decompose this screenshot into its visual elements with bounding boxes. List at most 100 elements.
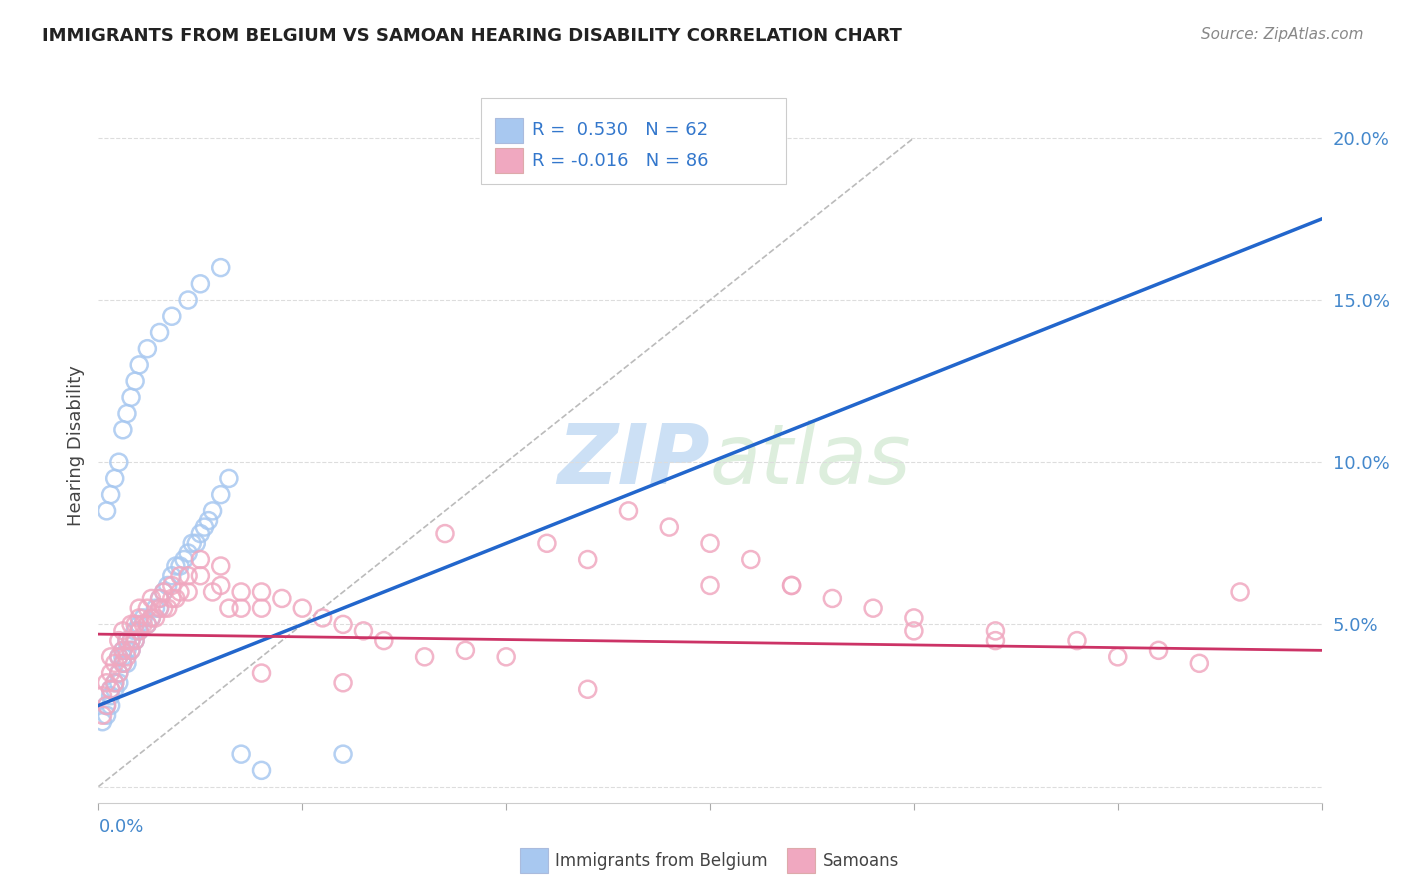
Point <box>209 260 232 275</box>
Point <box>96 698 118 713</box>
Point <box>100 682 122 697</box>
Point <box>108 633 131 648</box>
Point <box>108 666 131 681</box>
Point <box>188 568 212 582</box>
Text: R =  0.530   N = 62: R = 0.530 N = 62 <box>531 121 707 139</box>
Point <box>250 585 273 599</box>
Point <box>91 689 114 703</box>
Y-axis label: Hearing Disability: Hearing Disability <box>66 366 84 526</box>
Point <box>120 643 142 657</box>
Point <box>160 578 183 592</box>
Point <box>169 559 191 574</box>
Point <box>128 611 150 625</box>
Point <box>96 504 118 518</box>
Point <box>197 514 219 528</box>
Point <box>780 578 803 592</box>
Point <box>209 559 232 574</box>
Point <box>740 552 762 566</box>
Point <box>169 568 191 582</box>
Point <box>108 675 131 690</box>
Point <box>149 601 172 615</box>
Point <box>124 624 146 638</box>
Point <box>250 666 273 681</box>
Point <box>96 698 118 713</box>
Point <box>984 633 1007 648</box>
Point <box>201 504 224 518</box>
Point <box>218 601 240 615</box>
Point <box>152 585 174 599</box>
Point <box>96 708 118 723</box>
Point <box>128 358 150 372</box>
Point <box>136 601 159 615</box>
Point <box>132 611 155 625</box>
Point <box>100 689 122 703</box>
Point <box>780 578 803 592</box>
Point <box>1147 643 1170 657</box>
Point <box>903 624 925 638</box>
Point <box>291 601 314 615</box>
Point <box>165 591 187 606</box>
Point <box>188 552 212 566</box>
Point <box>149 591 172 606</box>
Point <box>821 591 844 606</box>
Point <box>156 601 179 615</box>
Point <box>188 526 212 541</box>
Point <box>111 649 134 664</box>
Point <box>141 611 163 625</box>
Point <box>149 326 172 340</box>
Text: ZIP: ZIP <box>557 420 710 500</box>
Point <box>332 747 354 761</box>
Point <box>100 488 122 502</box>
Text: Source: ZipAtlas.com: Source: ZipAtlas.com <box>1201 27 1364 42</box>
Point <box>160 310 183 324</box>
Point <box>312 611 335 625</box>
Point <box>173 552 195 566</box>
Point <box>231 747 253 761</box>
Point <box>145 611 167 625</box>
Point <box>209 578 232 592</box>
Point <box>145 601 167 615</box>
Point <box>120 617 142 632</box>
Point <box>177 585 200 599</box>
Point <box>270 591 294 606</box>
Point <box>91 708 114 723</box>
Point <box>136 617 159 632</box>
Point <box>128 624 150 638</box>
Text: 0.0%: 0.0% <box>98 819 143 837</box>
Point <box>111 423 134 437</box>
Point <box>1066 633 1088 648</box>
Point <box>124 633 146 648</box>
Point <box>115 649 138 664</box>
Point <box>177 568 200 582</box>
Point <box>120 633 142 648</box>
Point <box>218 471 240 485</box>
Point <box>699 578 721 592</box>
Point <box>111 643 134 657</box>
Point <box>111 624 134 638</box>
Text: Samoans: Samoans <box>823 852 898 870</box>
Point <box>332 675 354 690</box>
Point <box>108 666 131 681</box>
Point <box>91 714 114 729</box>
Point <box>1107 649 1129 664</box>
Point <box>124 617 146 632</box>
Point <box>111 657 134 671</box>
Point <box>181 536 204 550</box>
Point <box>108 455 131 469</box>
Point <box>1188 657 1211 671</box>
Point <box>128 624 150 638</box>
Point <box>177 546 200 560</box>
Point <box>658 520 681 534</box>
Point <box>108 649 131 664</box>
Text: R = -0.016   N = 86: R = -0.016 N = 86 <box>531 152 709 169</box>
Point <box>115 633 138 648</box>
Point <box>136 342 159 356</box>
Point <box>250 764 273 778</box>
Point <box>862 601 884 615</box>
Point <box>209 488 232 502</box>
Point <box>132 617 155 632</box>
Point <box>111 643 134 657</box>
Point <box>128 617 150 632</box>
Point <box>177 293 200 307</box>
Point <box>152 601 174 615</box>
